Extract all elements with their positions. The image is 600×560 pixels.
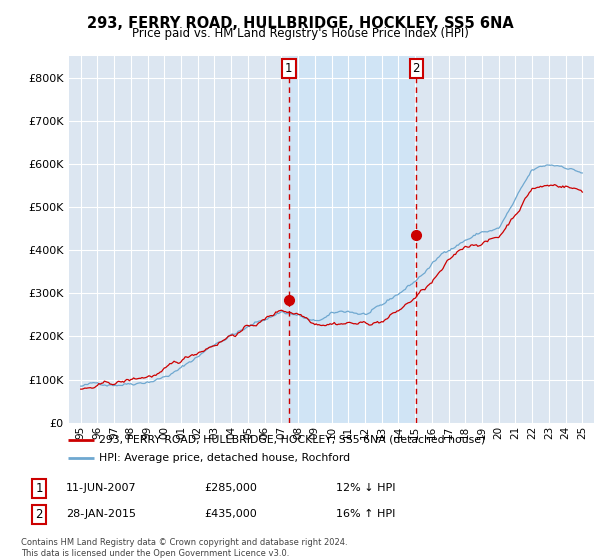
Text: £285,000: £285,000	[204, 483, 257, 493]
Text: 12% ↓ HPI: 12% ↓ HPI	[336, 483, 395, 493]
Text: 16% ↑ HPI: 16% ↑ HPI	[336, 509, 395, 519]
Text: 11-JUN-2007: 11-JUN-2007	[66, 483, 137, 493]
Text: 1: 1	[35, 482, 43, 495]
Text: HPI: Average price, detached house, Rochford: HPI: Average price, detached house, Roch…	[99, 453, 350, 463]
Text: 1: 1	[285, 63, 293, 76]
Text: Price paid vs. HM Land Registry's House Price Index (HPI): Price paid vs. HM Land Registry's House …	[131, 27, 469, 40]
Text: 293, FERRY ROAD, HULLBRIDGE, HOCKLEY, SS5 6NA (detached house): 293, FERRY ROAD, HULLBRIDGE, HOCKLEY, SS…	[99, 435, 485, 445]
Text: Contains HM Land Registry data © Crown copyright and database right 2024.
This d: Contains HM Land Registry data © Crown c…	[21, 538, 347, 558]
Text: 293, FERRY ROAD, HULLBRIDGE, HOCKLEY, SS5 6NA: 293, FERRY ROAD, HULLBRIDGE, HOCKLEY, SS…	[86, 16, 514, 31]
Text: £435,000: £435,000	[204, 509, 257, 519]
Bar	[289, 56, 416, 423]
Text: 2: 2	[413, 63, 420, 76]
Text: 2: 2	[35, 507, 43, 521]
Text: 28-JAN-2015: 28-JAN-2015	[66, 509, 136, 519]
